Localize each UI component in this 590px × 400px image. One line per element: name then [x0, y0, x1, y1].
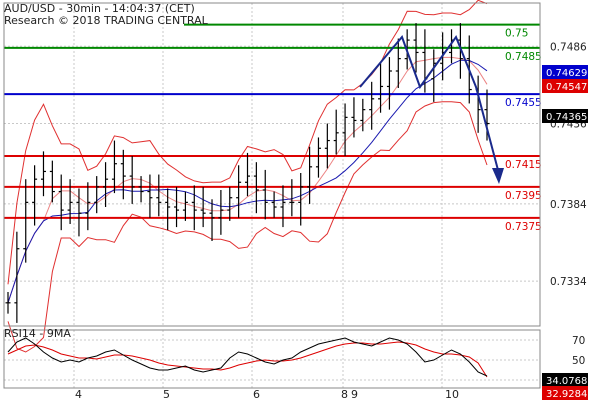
price-bar	[174, 186, 180, 228]
rsi-badge-bg	[542, 373, 588, 387]
bollinger-upper-line	[7, 0, 488, 285]
y-tick-label: 0.7486	[550, 41, 587, 53]
level-label-0.7395: 0.7395	[505, 190, 542, 202]
price-badge-bg	[542, 109, 588, 123]
price-badge-bg	[542, 65, 588, 79]
price-bar	[103, 162, 109, 207]
price-bar	[85, 182, 91, 231]
price-bar	[23, 179, 29, 263]
chart-copyright: Research © 2018 TRADING CENTRAL	[4, 14, 209, 27]
rsi-badge-34.0768: 34.0768	[546, 376, 587, 387]
price-bar	[289, 179, 295, 217]
price-bar	[245, 152, 250, 197]
bollinger-lower-line	[7, 101, 488, 353]
price-bar	[369, 81, 375, 130]
rsi-title: RSI14 - 9MA	[4, 327, 71, 340]
x-tick-label-10: 10	[445, 388, 459, 400]
price-bar	[280, 185, 286, 228]
price-bar	[32, 165, 38, 226]
rsi-y-tick-label: 70	[572, 335, 585, 347]
price-bar	[315, 137, 321, 178]
rsi-badge-32.9284: 32.9284	[546, 389, 587, 400]
price-bar	[49, 160, 55, 203]
level-label-0.7485: 0.7485	[505, 51, 542, 63]
price-bar	[218, 190, 224, 235]
price-bar	[58, 174, 64, 231]
rsi-panel-frame	[3, 329, 541, 389]
price-bar	[209, 199, 215, 241]
price-bar	[76, 188, 82, 237]
price-bar	[342, 103, 348, 156]
price-bar	[386, 57, 392, 110]
price-badge-0.74547: 0.74547	[546, 82, 587, 93]
price-bar	[236, 165, 242, 218]
price-bar	[182, 191, 188, 221]
price-bar	[262, 169, 268, 220]
price-bar	[378, 63, 384, 113]
price-bar	[200, 186, 206, 228]
double-top-pattern	[359, 34, 499, 171]
price-bar	[413, 23, 419, 73]
level-label-0.75: 0.75	[505, 28, 528, 40]
main-panel-frame	[3, 2, 541, 327]
price-bar	[156, 174, 162, 217]
price-bar	[40, 151, 46, 197]
level-label-0.7415: 0.7415	[505, 159, 542, 171]
price-bar	[120, 149, 126, 200]
price-bar	[298, 173, 304, 226]
rsi-y-tick-label: 50	[572, 355, 585, 367]
projection-arrow-head	[492, 168, 504, 184]
x-tick-label-9: 9	[351, 388, 358, 400]
price-badge-bg	[542, 79, 588, 93]
x-tick-label-5: 5	[163, 388, 170, 400]
price-bar	[129, 156, 135, 204]
price-bar	[333, 109, 339, 155]
price-bar	[165, 188, 171, 231]
price-bar	[324, 123, 330, 169]
price-bar	[253, 162, 259, 214]
price-bar	[138, 176, 144, 203]
price-bar	[191, 185, 197, 231]
price-bar	[14, 231, 20, 323]
price-badge-0.74629: 0.74629	[546, 68, 587, 79]
price-bar	[111, 140, 117, 194]
price-bar	[67, 179, 73, 224]
price-bar	[147, 174, 153, 218]
chart-title: AUD/USD - 30min - 14:04:37 (CET)	[4, 2, 195, 15]
price-bar	[307, 146, 313, 204]
x-tick-label-6: 6	[253, 388, 260, 400]
y-tick-label: 0.7384	[550, 199, 587, 211]
price-bar	[94, 176, 100, 214]
rsi-badge-bg	[542, 386, 588, 400]
level-label-0.7375: 0.7375	[505, 221, 542, 233]
rsi-line	[7, 337, 488, 377]
x-tick-label-4: 4	[75, 388, 82, 400]
y-tick-label: 0.7334	[550, 276, 587, 288]
price-bar	[227, 186, 233, 221]
price-bar	[360, 98, 366, 132]
x-tick-label-8: 8	[341, 388, 348, 400]
price-bar	[351, 97, 357, 138]
price-bar	[5, 292, 11, 314]
level-label-0.7455: 0.7455	[505, 97, 542, 109]
price-badge-0.74365: 0.74365	[546, 112, 587, 123]
price-bar	[271, 191, 277, 218]
price-bar	[395, 38, 401, 88]
